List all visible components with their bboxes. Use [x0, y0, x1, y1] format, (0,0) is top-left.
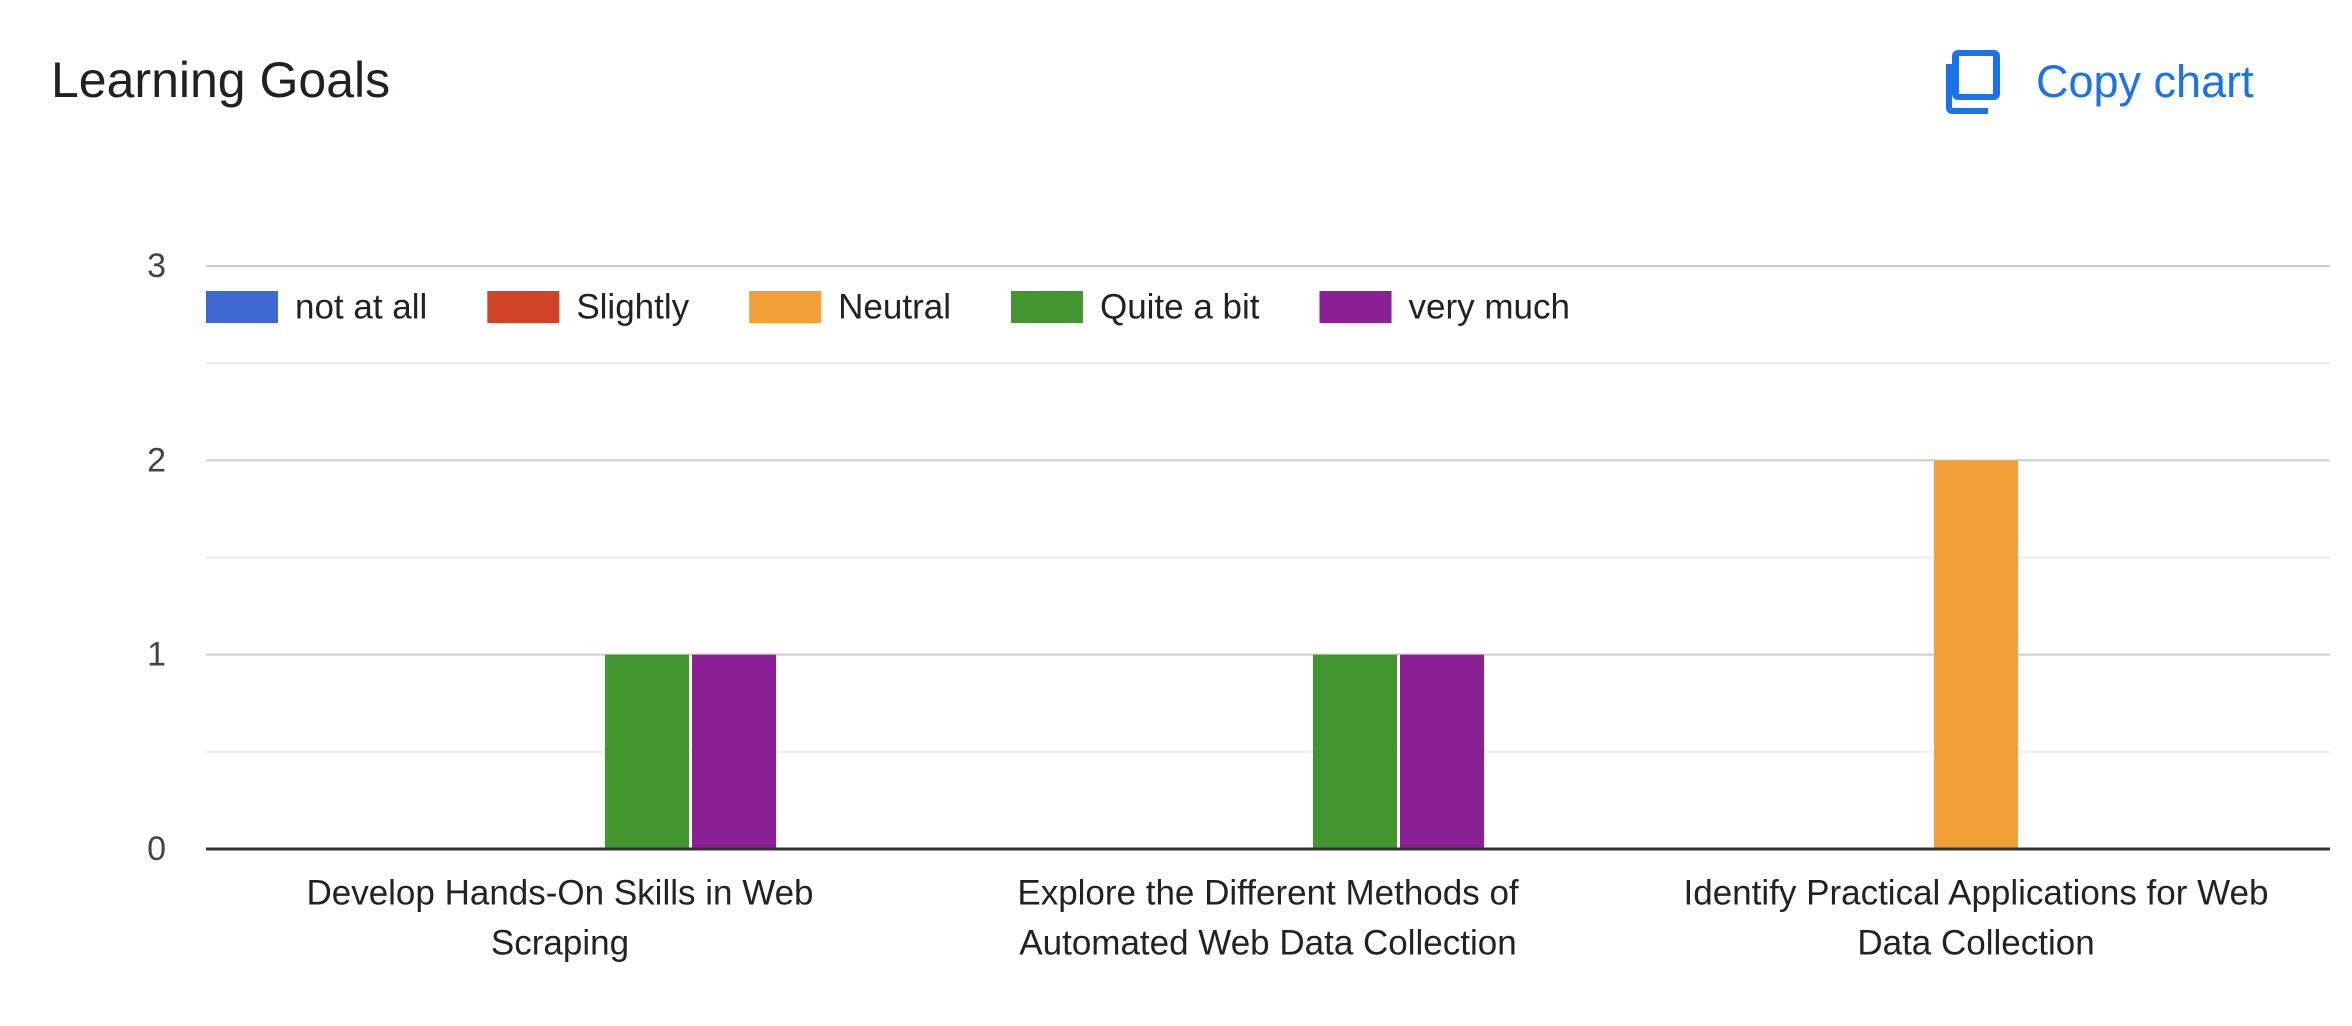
- bar: [1400, 654, 1484, 849]
- copy-chart-label: Copy chart: [2036, 56, 2254, 107]
- legend-swatch: [749, 291, 822, 323]
- y-tick-label: 0: [147, 830, 166, 868]
- copy-chart-button[interactable]: Copy chart: [1944, 44, 2254, 120]
- x-tick-label: Develop Hands-On Skills in Web: [306, 874, 813, 913]
- y-tick-label: 1: [147, 636, 166, 674]
- legend-label: not at all: [295, 288, 427, 327]
- bar: [605, 654, 689, 849]
- legend-swatch: [1319, 291, 1392, 323]
- legend-label: very much: [1409, 288, 1570, 327]
- x-tick-label: Automated Web Data Collection: [1019, 924, 1516, 963]
- x-tick-label: Identify Practical Applications for Web: [1684, 874, 2269, 913]
- legend-swatch: [206, 291, 278, 323]
- legend-swatch: [487, 291, 560, 323]
- x-tick-label: Data Collection: [1857, 924, 2094, 963]
- y-tick-label: 2: [147, 441, 166, 479]
- bar: [1313, 654, 1397, 849]
- x-tick-label: Explore the Different Methods of: [1017, 874, 1519, 913]
- bar: [692, 654, 776, 849]
- x-tick-label: Scraping: [491, 924, 629, 963]
- bar: [1934, 460, 2018, 849]
- copy-icon: [1946, 50, 2000, 114]
- y-tick-label: 3: [147, 247, 166, 285]
- chart-title: Learning Goals: [51, 52, 391, 108]
- legend-swatch: [1010, 291, 1083, 323]
- legend-label: Slightly: [576, 288, 689, 327]
- legend-label: Neutral: [838, 288, 951, 327]
- legend-label: Quite a bit: [1100, 288, 1260, 327]
